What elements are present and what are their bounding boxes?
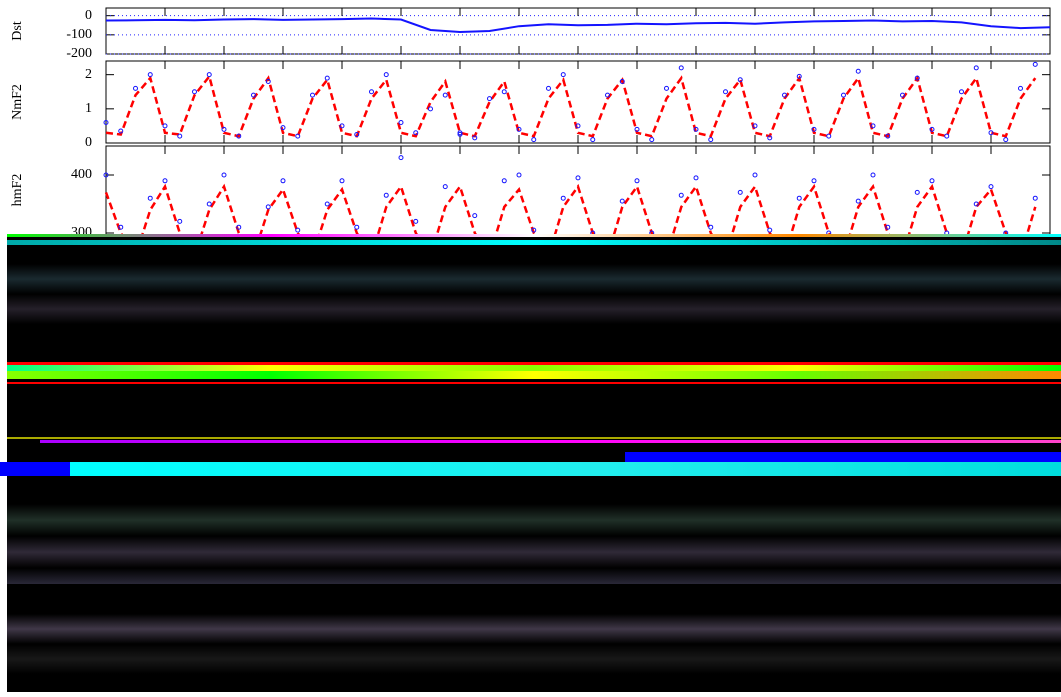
data-point [296,228,300,232]
data-point [856,199,860,203]
data-point [134,86,138,90]
corrupted-region [0,234,1061,692]
y-axis-label: Dst [10,21,25,41]
data-point [163,179,167,183]
data-point [207,202,211,206]
data-point [738,190,742,194]
data-point [311,93,315,97]
glitch-stripe [7,437,1061,439]
data-point [399,121,403,125]
data-point [709,225,713,229]
y-tick-label: 1 [85,101,92,116]
data-point [635,179,639,183]
data-point [620,199,624,203]
data-point [178,134,182,138]
y-tick-label: 400 [71,167,92,182]
data-point [842,93,846,97]
data-point [222,173,226,177]
data-point [915,190,919,194]
data-point [429,107,433,111]
data-point [502,90,506,94]
data-point [576,176,580,180]
data-point [384,73,388,77]
y-tick-label: 0 [85,135,92,150]
data-point [1019,86,1023,90]
data-point [384,193,388,197]
y-axis-label: hmF2 [10,174,25,207]
data-point [370,90,374,94]
data-point [532,138,536,142]
glitch-band [7,504,1061,584]
glitch-band [7,264,1061,324]
data-point [930,179,934,183]
data-line [106,76,1035,136]
data-point [650,138,654,142]
data-point [325,76,329,80]
data-point [812,179,816,183]
glitch-stripe [7,234,1061,237]
data-point [827,134,831,138]
data-point [148,73,152,77]
data-point [443,185,447,189]
data-point [709,138,713,142]
data-point [473,214,477,218]
data-point [1004,138,1008,142]
data-point [163,124,167,128]
data-point [797,196,801,200]
data-point [561,196,565,200]
y-tick-label: -200 [66,46,92,61]
data-point [945,134,949,138]
data-point [768,228,772,232]
data-point [989,185,993,189]
data-point [974,66,978,70]
data-point [193,90,197,94]
glitch-stripe [7,371,1061,379]
data-point [665,86,669,90]
data-point [591,138,595,142]
data-line [106,19,1050,33]
glitch-stripe [7,240,1061,245]
data-point [1033,196,1037,200]
data-point [266,205,270,209]
page-body: Dst0-100-200NmF2012hmF2300400 {"chart_da… [0,0,1061,692]
data-point [679,193,683,197]
page: body { margin: 0; width: 1061px; height:… [0,0,1061,692]
y-tick-label: 2 [85,67,92,82]
glitch-stripe [40,440,1061,443]
data-point [148,196,152,200]
data-point [414,219,418,223]
data-point [399,156,403,160]
data-point [561,73,565,77]
data-point [679,66,683,70]
data-point [325,202,329,206]
data-point [488,97,492,101]
data-point [281,179,285,183]
data-point [443,93,447,97]
data-point [871,173,875,177]
data-point [960,90,964,94]
data-point [753,173,757,177]
data-point [694,176,698,180]
data-point [1033,62,1037,66]
y-tick-label: -100 [66,27,92,42]
y-axis-label: NmF2 [10,84,25,120]
data-point [340,179,344,183]
data-point [502,179,506,183]
glitch-stripe [7,382,1061,384]
plot-frame [106,61,1050,143]
glitch-band [7,614,1061,674]
data-point [724,90,728,94]
data-point [178,219,182,223]
data-point [207,73,211,77]
data-point [856,69,860,73]
data-point [355,225,359,229]
glitch-stripe [0,462,1061,476]
y-tick-label: 0 [85,8,92,23]
data-point [517,173,521,177]
data-point [547,86,551,90]
